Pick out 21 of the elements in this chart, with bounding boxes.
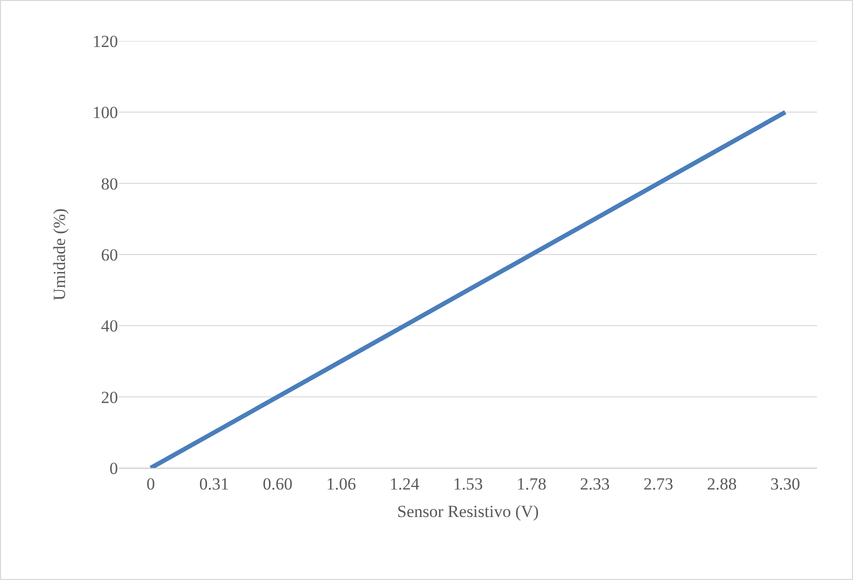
- x-tick-label: 0.31: [199, 474, 230, 494]
- y-axis-title: Umidade (%): [50, 208, 70, 301]
- x-tick-label: 0.60: [262, 474, 293, 494]
- x-tick-label: 2.88: [706, 474, 737, 494]
- x-tick-label: 1.53: [453, 474, 483, 494]
- y-tick-label: 80: [101, 174, 118, 194]
- y-tick-label: 60: [101, 245, 118, 264]
- y-tick-label: 40: [101, 316, 118, 336]
- x-tick-label: 2.73: [643, 474, 674, 494]
- x-axis-title: Sensor Resistivo (V): [397, 502, 539, 521]
- line-series: [148, 110, 788, 468]
- y-tick-label: 120: [92, 32, 118, 51]
- x-tick-label: 1.24: [390, 474, 420, 494]
- y-tick-label: 20: [101, 388, 118, 407]
- x-tick-label: 0: [146, 474, 155, 494]
- y-tick-label: 0: [110, 458, 118, 478]
- y-tick-label: 100: [92, 103, 118, 122]
- x-tick-label: 1.78: [516, 474, 546, 494]
- x-tick-label: 2.33: [580, 474, 610, 494]
- x-tick-label: 3.30: [770, 474, 800, 494]
- x-tick-label: 1.06: [326, 474, 356, 494]
